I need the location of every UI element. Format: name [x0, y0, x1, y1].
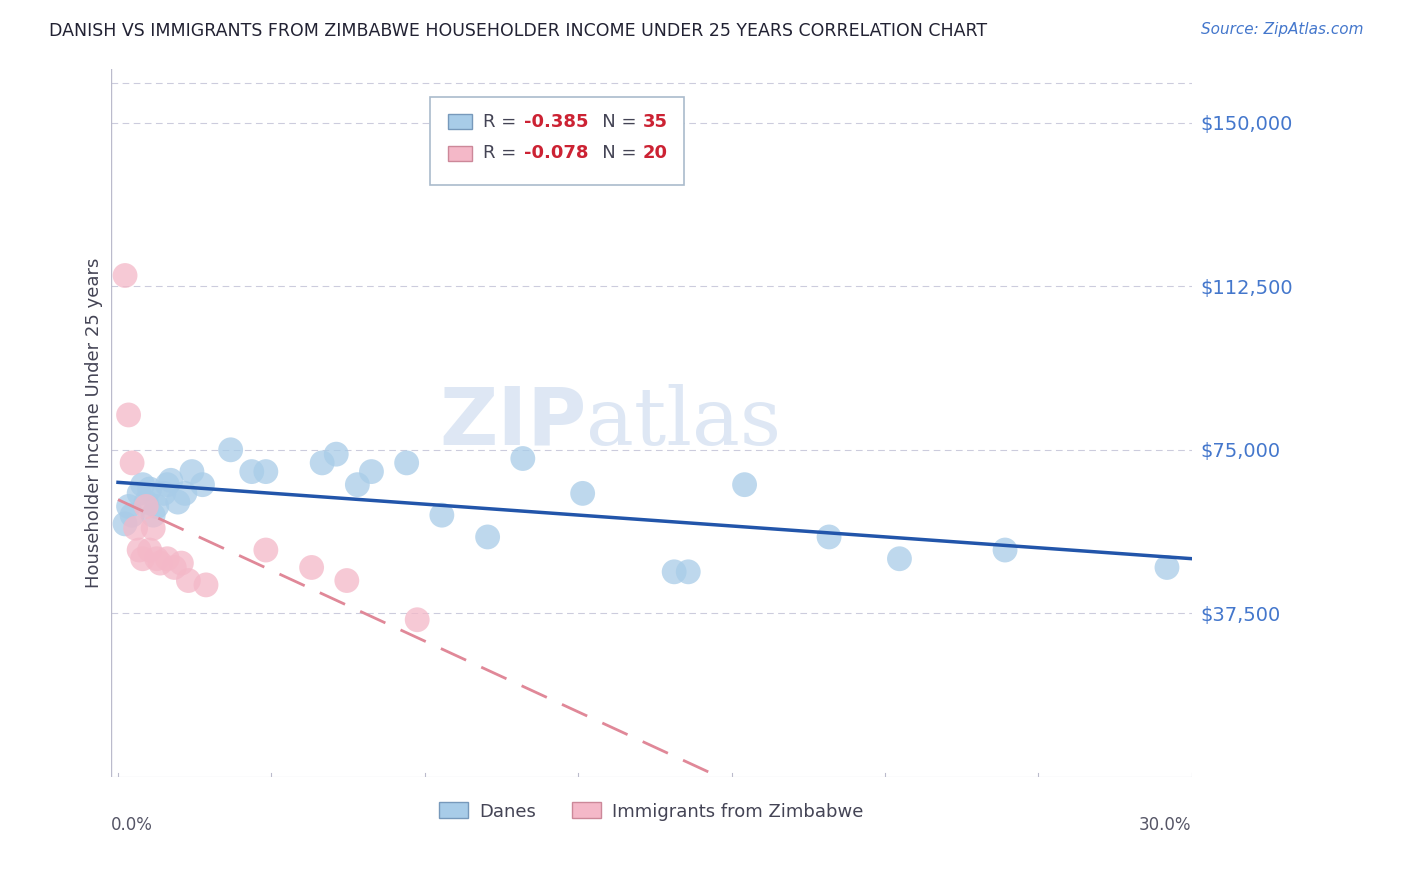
Point — [142, 508, 165, 523]
Point — [734, 477, 756, 491]
Point — [131, 477, 153, 491]
Point — [678, 565, 700, 579]
Point — [138, 543, 160, 558]
Point — [170, 556, 193, 570]
Point — [135, 500, 157, 514]
Point — [124, 521, 146, 535]
Point — [395, 456, 418, 470]
Point — [145, 500, 167, 514]
Point — [336, 574, 359, 588]
Point — [117, 408, 139, 422]
Text: DANISH VS IMMIGRANTS FROM ZIMBABWE HOUSEHOLDER INCOME UNDER 25 YEARS CORRELATION: DANISH VS IMMIGRANTS FROM ZIMBABWE HOUSE… — [49, 22, 987, 40]
Point — [121, 508, 143, 523]
Point — [142, 521, 165, 535]
Point — [135, 495, 157, 509]
Text: R =: R = — [482, 112, 522, 130]
Y-axis label: Householder Income Under 25 years: Householder Income Under 25 years — [86, 258, 103, 588]
Text: -0.078: -0.078 — [524, 145, 588, 162]
Point — [406, 613, 429, 627]
Text: atlas: atlas — [586, 384, 782, 461]
Point — [163, 560, 186, 574]
Point — [818, 530, 841, 544]
Text: 35: 35 — [643, 112, 668, 130]
Point — [191, 477, 214, 491]
Point — [173, 486, 195, 500]
FancyBboxPatch shape — [449, 145, 472, 161]
Text: 30.0%: 30.0% — [1139, 815, 1192, 833]
Text: N =: N = — [585, 112, 643, 130]
Point — [131, 551, 153, 566]
Text: N =: N = — [585, 145, 643, 162]
Point — [114, 516, 136, 531]
Point — [114, 268, 136, 283]
Point — [156, 551, 179, 566]
Point — [159, 473, 181, 487]
Text: 20: 20 — [643, 145, 668, 162]
Point — [121, 456, 143, 470]
Point — [145, 551, 167, 566]
Point — [662, 565, 685, 579]
Point — [311, 456, 333, 470]
Point — [156, 477, 179, 491]
Point — [477, 530, 499, 544]
Legend: Danes, Immigrants from Zimbabwe: Danes, Immigrants from Zimbabwe — [432, 795, 870, 828]
Point — [325, 447, 347, 461]
Point — [301, 560, 323, 574]
Point — [430, 508, 453, 523]
Point — [181, 465, 204, 479]
Text: ZIP: ZIP — [439, 384, 586, 461]
Point — [152, 486, 174, 500]
Point — [994, 543, 1017, 558]
FancyBboxPatch shape — [449, 114, 472, 129]
Point — [1156, 560, 1178, 574]
Point — [240, 465, 263, 479]
Point — [346, 477, 368, 491]
Point — [512, 451, 534, 466]
Point — [117, 500, 139, 514]
Point — [138, 482, 160, 496]
Point — [219, 442, 242, 457]
Point — [571, 486, 593, 500]
Text: 0.0%: 0.0% — [111, 815, 153, 833]
Point — [195, 578, 218, 592]
Point — [177, 574, 200, 588]
Point — [254, 543, 277, 558]
Point — [149, 556, 172, 570]
Point — [128, 486, 150, 500]
Point — [360, 465, 382, 479]
Point — [254, 465, 277, 479]
Text: R =: R = — [482, 145, 522, 162]
Point — [128, 543, 150, 558]
Text: Source: ZipAtlas.com: Source: ZipAtlas.com — [1201, 22, 1364, 37]
FancyBboxPatch shape — [430, 97, 683, 186]
Text: -0.385: -0.385 — [524, 112, 588, 130]
Point — [889, 551, 911, 566]
Point — [166, 495, 188, 509]
